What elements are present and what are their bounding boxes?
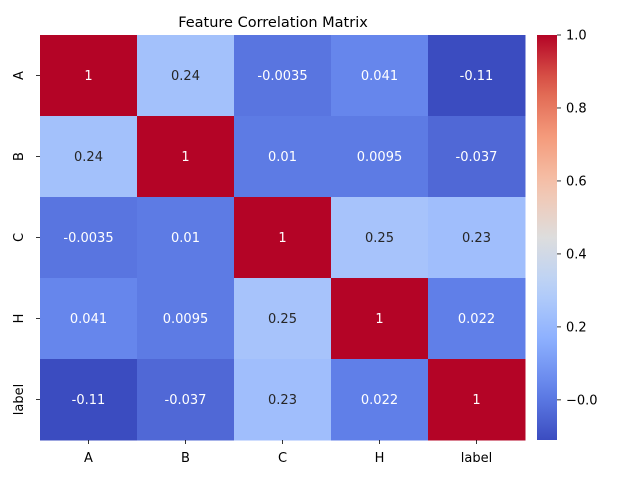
heatmap-cell: [331, 278, 429, 360]
colorbar-tick-label: 0.8: [566, 101, 587, 116]
y-tick-label: C: [12, 233, 27, 242]
heatmap-cell: [234, 278, 332, 360]
cell-value-label: -0.0035: [257, 69, 307, 84]
cell-value-label: 0.041: [361, 69, 398, 84]
cell-value-label: 0.0095: [163, 312, 209, 327]
colorbar-ticks: −0.0 0.2 0.4 0.6 0.8 1.0: [557, 29, 598, 408]
cell-value-label: -0.11: [460, 69, 494, 84]
x-tick-label: H: [375, 451, 385, 466]
cell-value-label: 0.24: [74, 150, 103, 165]
colorbar-tick-label: −0.0: [566, 393, 598, 408]
heatmap-cell: [331, 35, 429, 117]
heatmap-cell: [40, 278, 138, 360]
heatmap-cell: [40, 359, 138, 441]
heatmap-cell: [428, 359, 526, 441]
chart-title: Feature Correlation Matrix: [178, 15, 368, 31]
colorbar-tick-label: 1.0: [566, 29, 587, 44]
cell-value-label: 0.25: [365, 231, 394, 246]
heatmap-cell: [40, 116, 138, 198]
cell-value-label: -0.0035: [63, 231, 113, 246]
cell-value-label: 1: [375, 312, 383, 327]
x-tick-label: C: [278, 451, 287, 466]
heatmap-cell: [234, 35, 332, 117]
heatmap-cell: [234, 359, 332, 441]
cell-value-label: 0.25: [268, 312, 297, 327]
cell-value-label: 0.24: [171, 69, 200, 84]
heatmap-cell: [331, 359, 429, 441]
heatmap-cell: [234, 197, 332, 279]
heatmap-cell: [234, 116, 332, 198]
heatmap-cell: [137, 116, 235, 198]
cell-value-label: -0.037: [456, 150, 498, 165]
heatmap-cell: [137, 359, 235, 441]
colorbar-tick-label: 0.6: [566, 174, 587, 189]
y-tick-label: B: [12, 152, 27, 161]
cell-value-label: 0.022: [361, 393, 398, 408]
colorbar: −0.0 0.2 0.4 0.6 0.8 1.0: [537, 29, 598, 440]
heatmap-cell: [428, 278, 526, 360]
cell-value-label: 0.23: [462, 231, 491, 246]
cell-value-label: -0.11: [72, 393, 106, 408]
heatmap-cells: 1 0.24 -0.0035 0.041 -0.11 0.24 1 0.01 0.0095 -0.…: [40, 35, 526, 441]
y-tick-label: H: [12, 314, 27, 324]
cell-value-label: 0.23: [268, 393, 297, 408]
cell-value-label: 0.01: [171, 231, 200, 246]
heatmap-cell: [428, 116, 526, 198]
cell-value-label: 0.01: [268, 150, 297, 165]
y-tick-label: label: [12, 384, 27, 415]
colorbar-gradient: [537, 35, 557, 440]
x-tick-label: label: [461, 451, 492, 466]
heatmap-cell: [428, 197, 526, 279]
heatmap-cell: [331, 197, 429, 279]
cell-value-label: 1: [278, 231, 286, 246]
cell-value-label: 1: [181, 150, 189, 165]
cell-value-label: 0.0095: [357, 150, 403, 165]
heatmap-cell: [428, 35, 526, 117]
heatmap-cell: [331, 116, 429, 198]
cell-value-label: 0.022: [458, 312, 495, 327]
heatmap-cell: [137, 35, 235, 117]
colorbar-tick-label: 0.2: [566, 320, 587, 335]
cell-value-label: 1: [84, 69, 92, 84]
heatmap-cell: [40, 197, 138, 279]
colorbar-tick-label: 0.4: [566, 247, 587, 262]
x-tick-label: A: [84, 451, 93, 466]
heatmap-cell: [137, 197, 235, 279]
cell-value-label: -0.037: [165, 393, 207, 408]
heatmap-cell: [40, 35, 138, 117]
y-tick-label: A: [12, 71, 27, 80]
heatmap-cell: [137, 278, 235, 360]
cell-value-label: 0.041: [70, 312, 107, 327]
x-tick-label: B: [181, 451, 190, 466]
cell-value-label: 1: [472, 393, 480, 408]
